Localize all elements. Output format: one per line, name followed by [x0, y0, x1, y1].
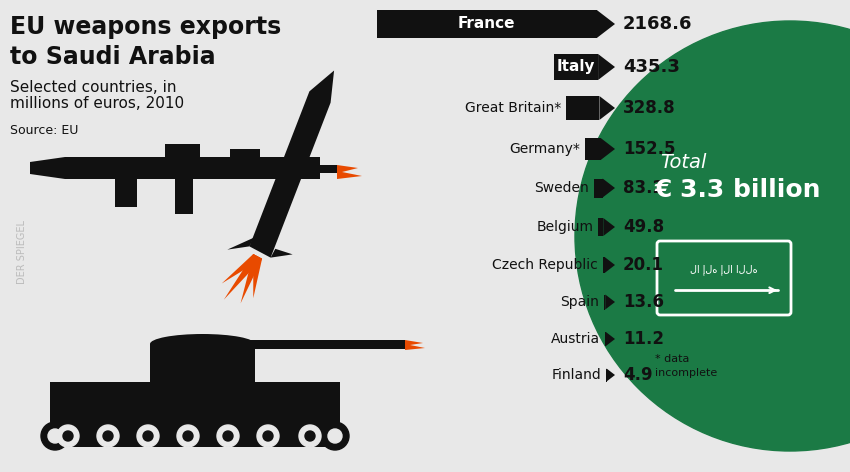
Bar	[317, 165, 337, 173]
Circle shape	[137, 425, 159, 447]
Text: Total: Total	[660, 152, 706, 171]
Polygon shape	[597, 10, 615, 38]
Bar	[250, 340, 405, 349]
Text: 83.2: 83.2	[623, 179, 664, 197]
Polygon shape	[603, 178, 615, 197]
Circle shape	[305, 431, 315, 441]
Bar	[175, 176, 193, 214]
Circle shape	[57, 425, 79, 447]
Circle shape	[143, 431, 153, 441]
Circle shape	[183, 431, 193, 441]
Polygon shape	[604, 257, 615, 273]
Polygon shape	[253, 254, 262, 298]
Polygon shape	[606, 332, 615, 346]
Text: Selected countries, in: Selected countries, in	[10, 79, 177, 94]
Text: Great Britain*: Great Britain*	[465, 101, 561, 115]
Circle shape	[575, 21, 850, 451]
Bar	[554, 54, 598, 80]
Polygon shape	[30, 157, 65, 179]
Text: 328.8: 328.8	[623, 99, 676, 117]
Text: to Saudi Arabia: to Saudi Arabia	[10, 45, 216, 69]
Polygon shape	[241, 254, 262, 303]
Text: 152.5: 152.5	[623, 140, 676, 158]
Bar	[50, 425, 340, 447]
Polygon shape	[607, 369, 615, 381]
Text: Finland: Finland	[552, 368, 601, 382]
Text: 13.6: 13.6	[623, 293, 664, 311]
Text: EU weapons exports: EU weapons exports	[10, 15, 281, 39]
FancyBboxPatch shape	[657, 241, 791, 315]
Polygon shape	[270, 249, 292, 258]
Polygon shape	[601, 138, 615, 160]
Text: لا إله إلا الله: لا إله إلا الله	[690, 264, 758, 275]
Ellipse shape	[150, 334, 255, 354]
Text: 2168.6: 2168.6	[623, 15, 693, 33]
Text: Spain: Spain	[560, 295, 599, 309]
Bar	[115, 177, 137, 207]
Text: 11.2: 11.2	[623, 330, 664, 348]
Text: millions of euros, 2010: millions of euros, 2010	[10, 96, 184, 111]
Circle shape	[257, 425, 279, 447]
Circle shape	[97, 425, 119, 447]
Text: Czech Republic: Czech Republic	[492, 258, 598, 272]
Text: € 3.3 billion: € 3.3 billion	[655, 178, 821, 202]
Polygon shape	[604, 218, 615, 236]
Polygon shape	[605, 295, 615, 310]
Text: 4.9: 4.9	[623, 366, 653, 384]
Polygon shape	[222, 254, 262, 284]
Text: Austria: Austria	[551, 332, 600, 346]
Circle shape	[177, 425, 199, 447]
Text: Belgium: Belgium	[536, 220, 593, 234]
Polygon shape	[337, 165, 362, 179]
Polygon shape	[249, 70, 334, 258]
Text: Italy: Italy	[557, 59, 595, 75]
Text: * data
incomplete: * data incomplete	[655, 354, 717, 378]
Circle shape	[217, 425, 239, 447]
Bar	[165, 144, 200, 179]
Circle shape	[299, 425, 321, 447]
Bar	[603, 257, 604, 273]
Circle shape	[328, 429, 342, 443]
Circle shape	[103, 431, 113, 441]
Bar	[50, 382, 340, 437]
Text: Germany*: Germany*	[509, 142, 581, 156]
Polygon shape	[405, 340, 425, 350]
Bar	[230, 149, 260, 157]
Circle shape	[263, 431, 273, 441]
Bar	[604, 295, 605, 310]
Circle shape	[63, 431, 73, 441]
Text: Source: EU: Source: EU	[10, 124, 78, 136]
Text: 435.3: 435.3	[623, 58, 680, 76]
Text: DER SPIEGEL: DER SPIEGEL	[17, 220, 27, 284]
Polygon shape	[224, 254, 262, 300]
Polygon shape	[599, 96, 615, 120]
Bar	[566, 96, 599, 120]
Polygon shape	[598, 54, 615, 80]
Bar	[150, 344, 255, 382]
Circle shape	[48, 429, 62, 443]
Circle shape	[41, 422, 69, 450]
Bar	[65, 157, 320, 179]
Circle shape	[321, 422, 349, 450]
Bar	[594, 178, 603, 197]
Circle shape	[223, 431, 233, 441]
Bar	[377, 10, 597, 38]
Bar	[598, 218, 604, 236]
Polygon shape	[227, 237, 254, 250]
Text: Sweden: Sweden	[535, 181, 589, 195]
Text: France: France	[458, 17, 516, 32]
Bar	[604, 332, 606, 346]
Text: 20.1: 20.1	[623, 256, 664, 274]
Bar	[586, 138, 601, 160]
Text: 49.8: 49.8	[623, 218, 664, 236]
